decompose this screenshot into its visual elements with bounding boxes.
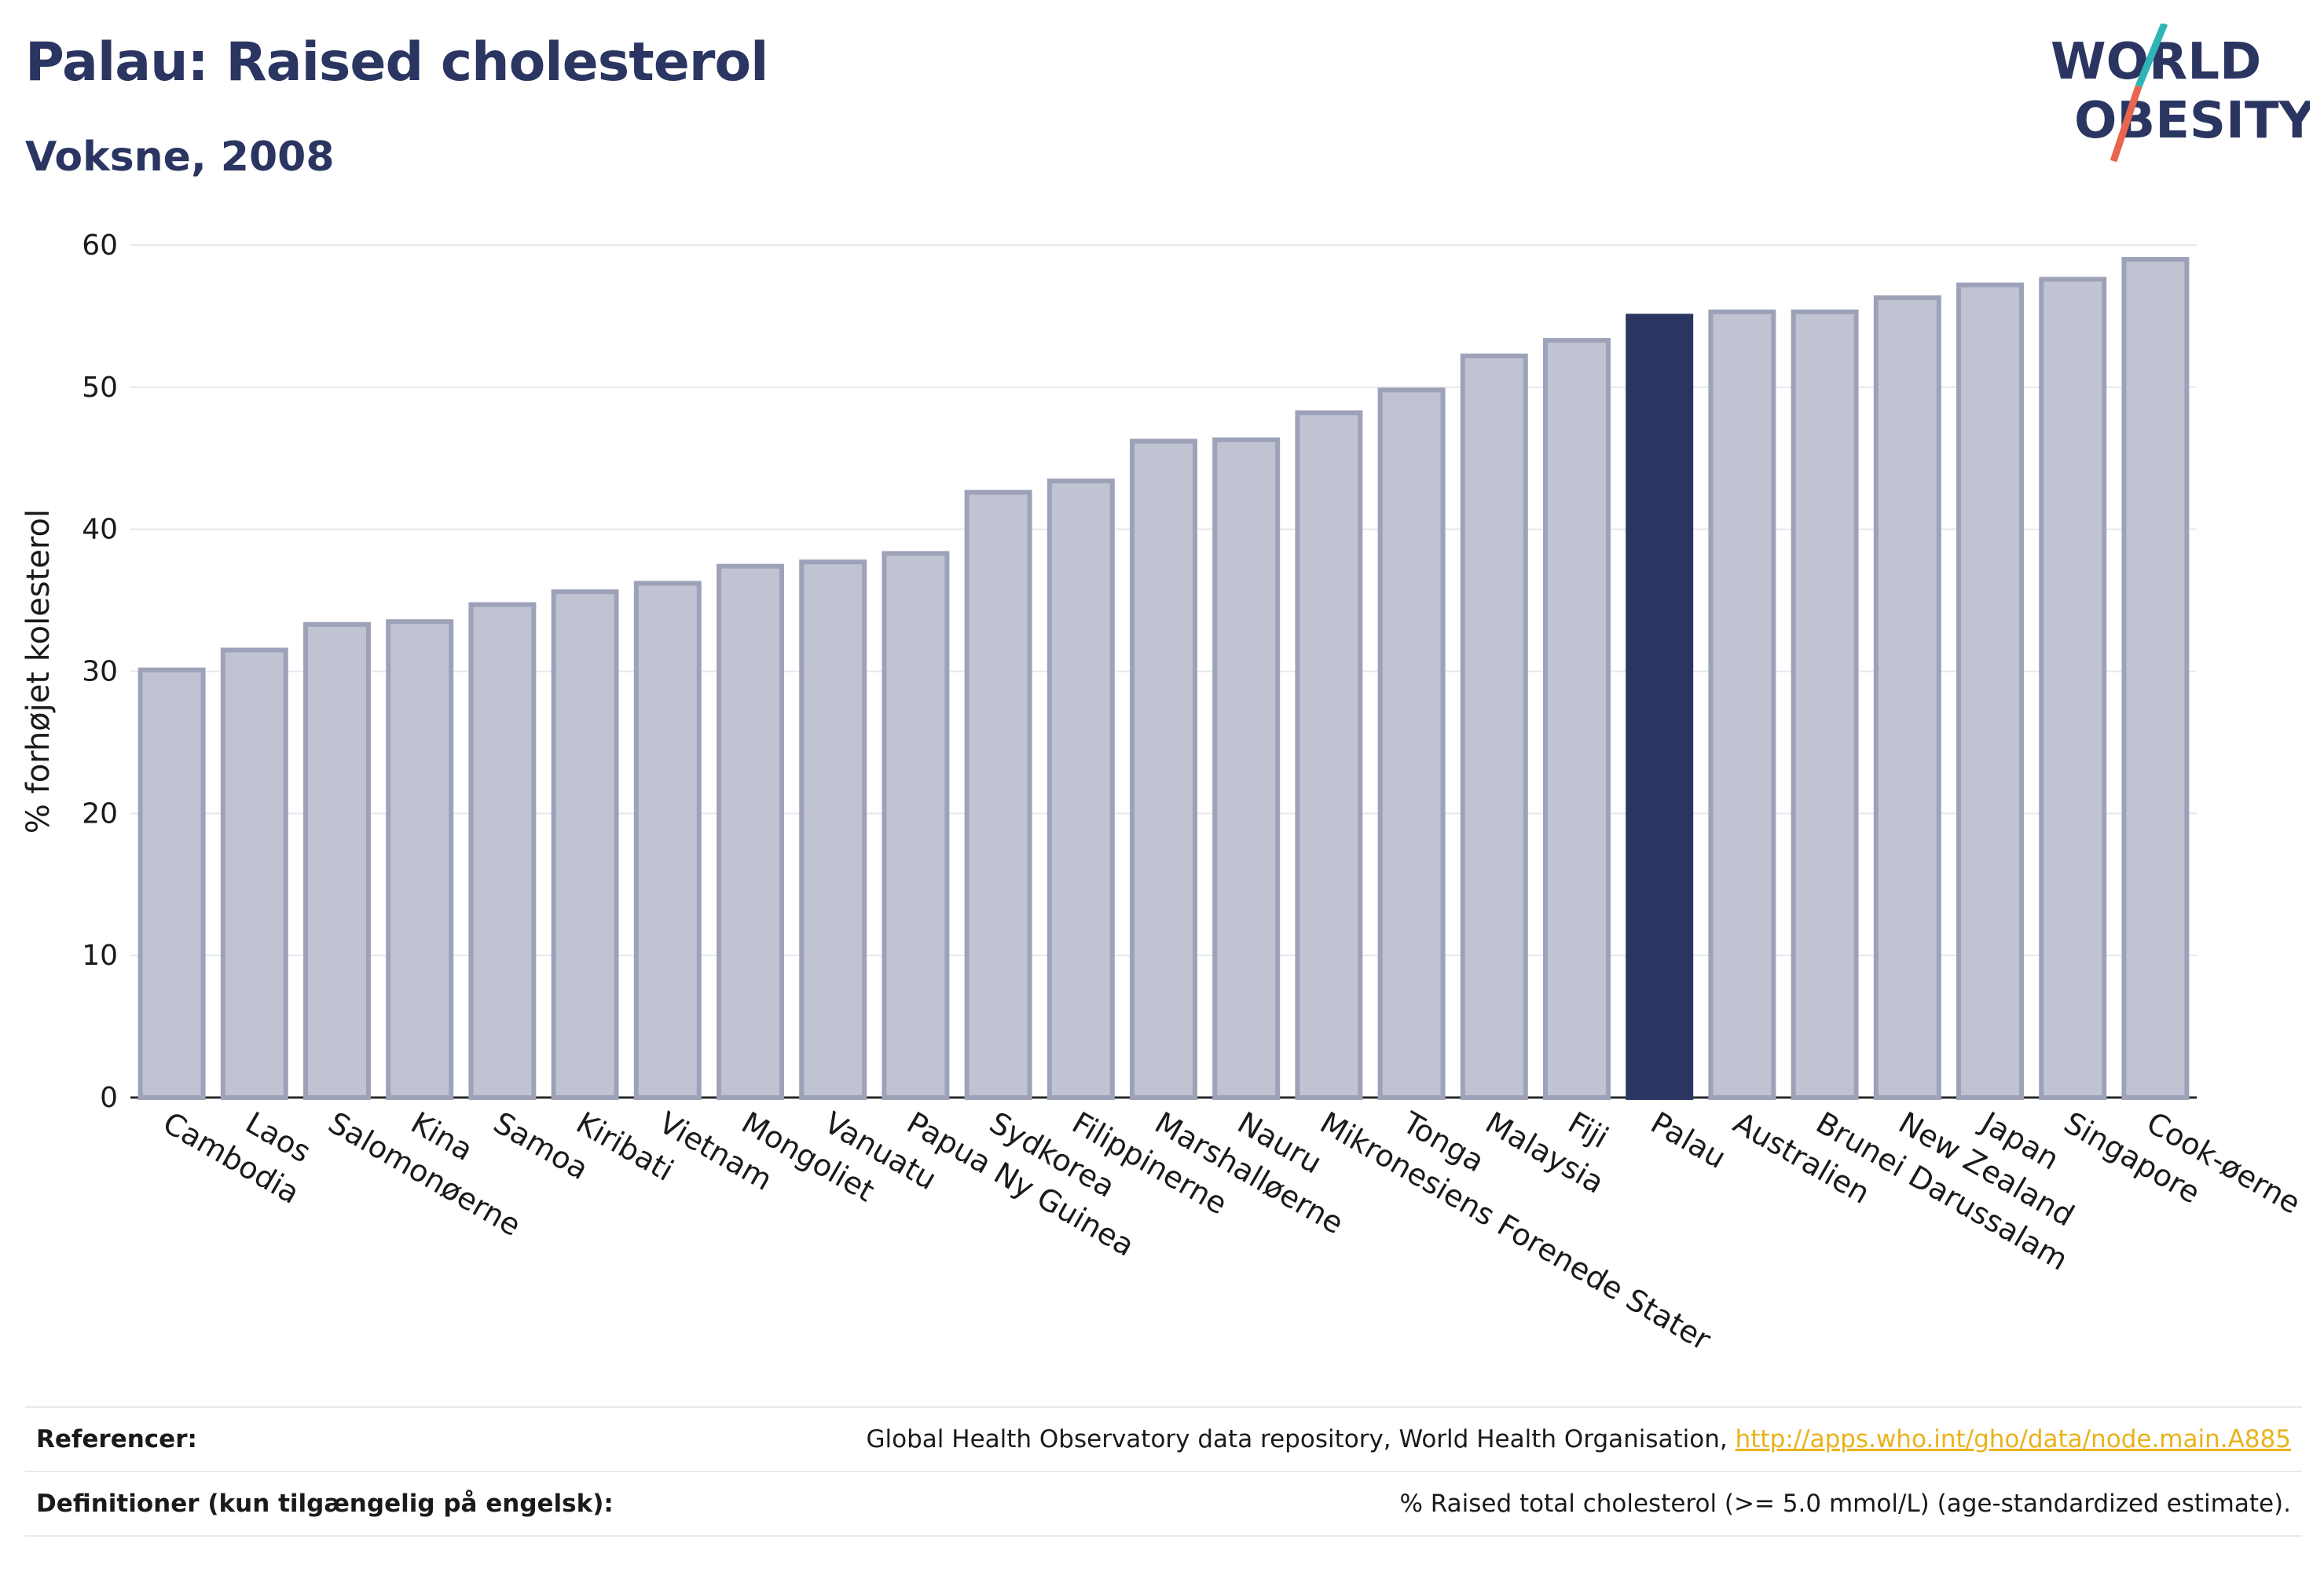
bar [551, 589, 619, 1100]
logo-slash-top [2135, 24, 2168, 88]
x-tick-label: Samoa [488, 1105, 594, 1187]
logo-line-obesity: OBESITY [2074, 92, 2310, 150]
bar [1708, 309, 1776, 1101]
y-axis-title: % forhøjet kolesterol [20, 509, 57, 834]
y-tick-label: 50 [82, 372, 118, 404]
bar [1130, 438, 1197, 1100]
bar [882, 551, 950, 1100]
world-obesity-logo: WORLD OBESITY [2051, 24, 2310, 163]
references-link[interactable]: http://apps.who.int/gho/data/node.main.A… [1735, 1425, 2291, 1453]
definitions-label: Definitioner (kun tilgængelig på engelsk… [36, 1490, 614, 1518]
bar [2039, 277, 2107, 1100]
bar [386, 619, 454, 1100]
definitions-text: % Raised total cholesterol (>= 5.0 mmol/… [1399, 1490, 2291, 1518]
bar [1873, 295, 1941, 1100]
bar [633, 581, 702, 1100]
bar [1543, 338, 1611, 1100]
bar [964, 489, 1032, 1100]
x-tick-label: Palau [1645, 1105, 1732, 1175]
y-tick-label: 0 [100, 1082, 118, 1114]
bar [1377, 387, 1446, 1100]
bar [1212, 437, 1281, 1100]
references-row: Referencer: Global Health Observatory da… [25, 1406, 2302, 1471]
bar-layer [137, 257, 2190, 1101]
bar [303, 621, 371, 1100]
bar [137, 667, 206, 1100]
chart-subtitle: Voksne, 2008 [25, 134, 335, 181]
footer-table: Referencer: Global Health Observatory da… [25, 1406, 2302, 1537]
bar [2121, 257, 2190, 1100]
bar [468, 602, 537, 1100]
references-text: Global Health Observatory data repositor… [866, 1425, 1736, 1453]
references-label: Referencer: [36, 1425, 197, 1453]
definitions-row: Definitioner (kun tilgængelig på engelsk… [25, 1471, 2302, 1537]
bar [717, 563, 784, 1100]
bar [1956, 282, 2024, 1101]
y-tick-label: 60 [82, 229, 118, 262]
y-tick-label: 40 [82, 514, 118, 546]
bar [1047, 478, 1115, 1100]
bar [1791, 309, 1859, 1101]
y-tick-label: 30 [82, 656, 118, 688]
y-tick-label: 10 [82, 940, 118, 972]
bar [1295, 410, 1363, 1100]
y-tick-label: 20 [82, 797, 118, 830]
bar [220, 647, 288, 1100]
bar [1460, 354, 1528, 1100]
bar [799, 559, 867, 1100]
bar-highlight [1626, 313, 1694, 1100]
chart-title: Palau: Raised cholesterol [25, 31, 768, 93]
logo-slash-bottom [2110, 85, 2143, 163]
y-axis-ticks: 0 10 20 30 40 50 60 [82, 229, 118, 1114]
references-value: Global Health Observatory data repositor… [867, 1425, 2302, 1453]
